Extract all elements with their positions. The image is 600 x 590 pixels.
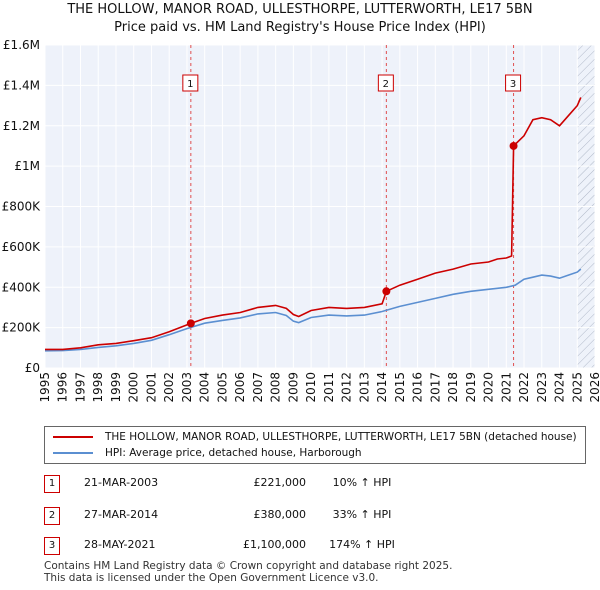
x-tick-label: 2006 [233,372,247,403]
x-tick-label: 2023 [535,372,549,403]
x-tick-label: 2002 [162,372,176,403]
legend-item-hpi: HPI: Average price, detached house, Harb… [53,447,362,459]
x-tick-label: 2016 [411,372,425,403]
y-tick-label: £800K [2,200,42,214]
transaction-point [382,287,391,296]
x-tick-label: 2012 [340,372,354,403]
transaction-date: 21-MAR-2003 [84,476,159,489]
transaction-price: £380,000 [253,508,307,521]
y-tick-label: £1.2M [3,119,40,133]
chart-subtitle: Price paid vs. HM Land Registry's House … [114,20,486,35]
x-tick-label: 2005 [215,372,229,403]
legend-label-hpi: HPI: Average price, detached house, Harb… [105,447,362,459]
transaction-price: £221,000 [253,476,307,489]
transaction-point [186,319,195,328]
x-tick-label: 2020 [482,372,496,403]
legend-item-property: THE HOLLOW, MANOR ROAD, ULLESTHORPE, LUT… [53,431,577,443]
transaction-point [509,141,518,150]
footer-copyright: Contains HM Land Registry data © Crown c… [44,560,453,572]
transaction-marker-box [182,74,199,92]
transaction-marker-label: 3 [510,79,516,90]
x-tick-label: 1998 [91,372,105,403]
property-price-line [45,97,582,351]
transaction-price: £1,100,000 [243,538,306,551]
x-tick-label: 2017 [428,372,442,403]
x-tick-label: 1996 [56,372,70,403]
x-tick-label: 2019 [464,372,478,403]
y-tick-label: £400K [2,280,42,294]
y-tick-label: £600K [2,240,42,254]
transaction-hpi: 33% ↑ HPI [332,508,392,521]
x-tick-label: 2022 [517,372,531,403]
x-tick-label: 2008 [269,372,283,403]
transaction-date: 27-MAR-2014 [84,508,159,521]
transaction-row: 2 27-MAR-2014 £380,000 33% ↑ HPI [44,507,584,525]
x-tick-label: 1999 [109,372,123,403]
legend-label-property: THE HOLLOW, MANOR ROAD, ULLESTHORPE, LUT… [105,431,577,443]
y-tick-label: £1.6M [3,38,40,52]
chart-title: THE HOLLOW, MANOR ROAD, ULLESTHORPE, LUT… [67,2,533,17]
transaction-marker-box [377,74,394,92]
transaction-hpi: 10% ↑ HPI [332,476,392,489]
transaction-row: 3 28-MAY-2021 £1,100,000 174% ↑ HPI [44,537,584,555]
x-tick-label: 2025 [570,372,584,403]
transaction-badge: 2 [44,507,60,525]
transaction-row: 1 21-MAR-2003 £221,000 10% ↑ HPI [44,475,584,493]
transaction-marker-box [505,74,522,92]
y-tick-label: £1M [14,159,40,173]
x-tick-label: 2013 [357,372,371,403]
transaction-marker-label: 2 [383,79,389,90]
x-tick-label: 2026 [588,372,600,403]
transaction-badge: 3 [44,537,60,555]
x-tick-label: 2010 [304,372,318,403]
legend-swatch-hpi [53,452,93,454]
x-tick-label: 2011 [322,372,336,403]
transaction-hpi: 174% ↑ HPI [329,538,395,551]
x-tick-label: 2000 [127,372,141,403]
x-tick-label: 1997 [73,372,87,403]
legend: THE HOLLOW, MANOR ROAD, ULLESTHORPE, LUT… [44,426,586,464]
transaction-marker-label: 1 [187,79,193,90]
x-tick-label: 1995 [38,372,52,403]
x-tick-label: 2015 [393,372,407,403]
x-tick-label: 2018 [446,372,460,403]
x-tick-label: 2014 [375,372,389,403]
y-tick-label: £1.4M [3,78,40,92]
hpi-line [44,268,582,352]
legend-swatch-property [53,436,93,438]
x-tick-label: 2021 [499,372,513,403]
x-tick-label: 2007 [251,372,265,403]
x-tick-label: 2009 [286,372,300,403]
footer-license: This data is licensed under the Open Gov… [44,572,379,584]
x-tick-label: 2024 [553,372,567,403]
transaction-badge: 1 [44,475,60,493]
x-tick-label: 2004 [198,372,212,403]
y-tick-label: £0 [25,361,40,375]
price-chart: £0 £200K £400K £600K £800K £1M £1.2M £1.4M £1.6M… [2,38,600,403]
x-tick-label: 2003 [180,372,194,403]
transaction-date: 28-MAY-2021 [84,538,156,551]
y-tick-label: £200K [2,321,42,335]
x-tick-label: 2001 [144,372,158,403]
